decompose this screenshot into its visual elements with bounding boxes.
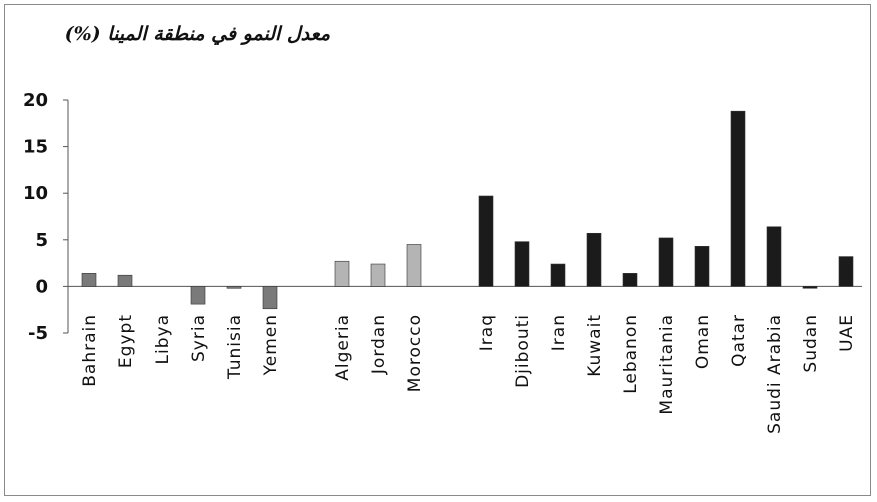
chart-title: معدل النمو في منطقة المينا (%) (64, 23, 330, 45)
bar (190, 286, 206, 305)
x-category-label: Jordan (369, 314, 389, 375)
x-category-label: UAE (837, 314, 857, 352)
x-category-label: Morocco (405, 314, 425, 392)
chart-frame: معدل النمو في منطقة المينا (%) (4, 4, 871, 496)
bar (81, 273, 97, 287)
y-tick-label: 15 (23, 137, 48, 158)
y-tick-label: -5 (28, 323, 48, 344)
x-category-label: Bahrain (80, 314, 100, 387)
x-category-label: Qatar (729, 314, 749, 367)
bar (370, 263, 386, 287)
x-category-label: Oman (693, 314, 713, 369)
x-category-label: Saudi Arabia (765, 314, 785, 434)
bar (406, 244, 422, 287)
x-category-label: Libya (153, 314, 173, 364)
bar (838, 256, 854, 287)
x-category-label: Lebanon (621, 314, 641, 394)
x-category-label: Syria (189, 314, 209, 362)
y-tick-label: 5 (35, 230, 48, 251)
y-tick-label: 0 (35, 276, 48, 297)
bar (586, 232, 602, 287)
y-tick-label: 20 (23, 90, 48, 111)
x-category-label: Djibouti (513, 314, 533, 388)
bar (622, 273, 638, 287)
bar (766, 226, 782, 287)
y-tick-label: 10 (23, 183, 48, 204)
x-category-label: Iraq (477, 314, 497, 351)
bar (514, 241, 530, 287)
bar (730, 110, 746, 287)
x-category-label: Tunisia (225, 314, 245, 380)
bar (802, 286, 818, 289)
x-category-label: Iran (549, 314, 569, 351)
x-category-label: Kuwait (585, 314, 605, 377)
bar (658, 237, 674, 287)
bar (550, 263, 566, 287)
x-category-label: Algeria (333, 314, 353, 381)
bar (478, 195, 494, 287)
bar (117, 274, 133, 287)
bar (334, 260, 350, 287)
x-category-label: Egypt (116, 314, 136, 368)
x-category-label: Yemen (261, 314, 281, 376)
bar (694, 246, 710, 287)
x-category-label: Sudan (801, 314, 821, 373)
bar (262, 286, 278, 310)
bar (226, 286, 242, 289)
x-category-label: Mauritania (657, 314, 677, 415)
